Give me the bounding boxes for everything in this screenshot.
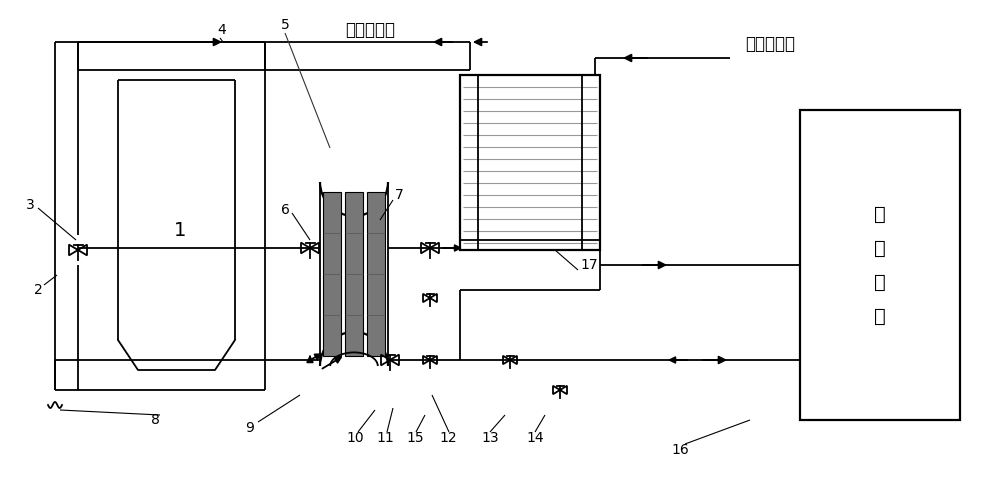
Text: 流向凝汽器: 流向凝汽器 xyxy=(345,21,395,39)
Text: 17: 17 xyxy=(580,258,598,272)
Text: 11: 11 xyxy=(376,431,394,445)
Bar xyxy=(345,192,363,356)
Text: 15: 15 xyxy=(406,431,424,445)
Text: 14: 14 xyxy=(526,431,544,445)
Text: 16: 16 xyxy=(671,443,689,457)
Text: 8: 8 xyxy=(151,413,159,427)
Text: 1: 1 xyxy=(174,221,186,240)
Text: 热
网
用
户: 热 网 用 户 xyxy=(874,205,886,326)
Text: 3: 3 xyxy=(26,198,34,212)
Text: 6: 6 xyxy=(281,203,290,217)
Text: 中压缸抜汽: 中压缸抜汽 xyxy=(745,35,795,53)
Text: 4: 4 xyxy=(218,23,226,37)
Text: 9: 9 xyxy=(246,421,254,435)
Bar xyxy=(800,110,960,420)
Text: 7: 7 xyxy=(395,188,404,202)
Bar xyxy=(367,192,385,356)
Text: 2: 2 xyxy=(34,283,42,297)
Text: 12: 12 xyxy=(439,431,457,445)
Text: 13: 13 xyxy=(481,431,499,445)
Text: 10: 10 xyxy=(346,431,364,445)
Bar xyxy=(460,75,600,250)
Text: 5: 5 xyxy=(281,18,289,32)
Bar xyxy=(323,192,341,356)
